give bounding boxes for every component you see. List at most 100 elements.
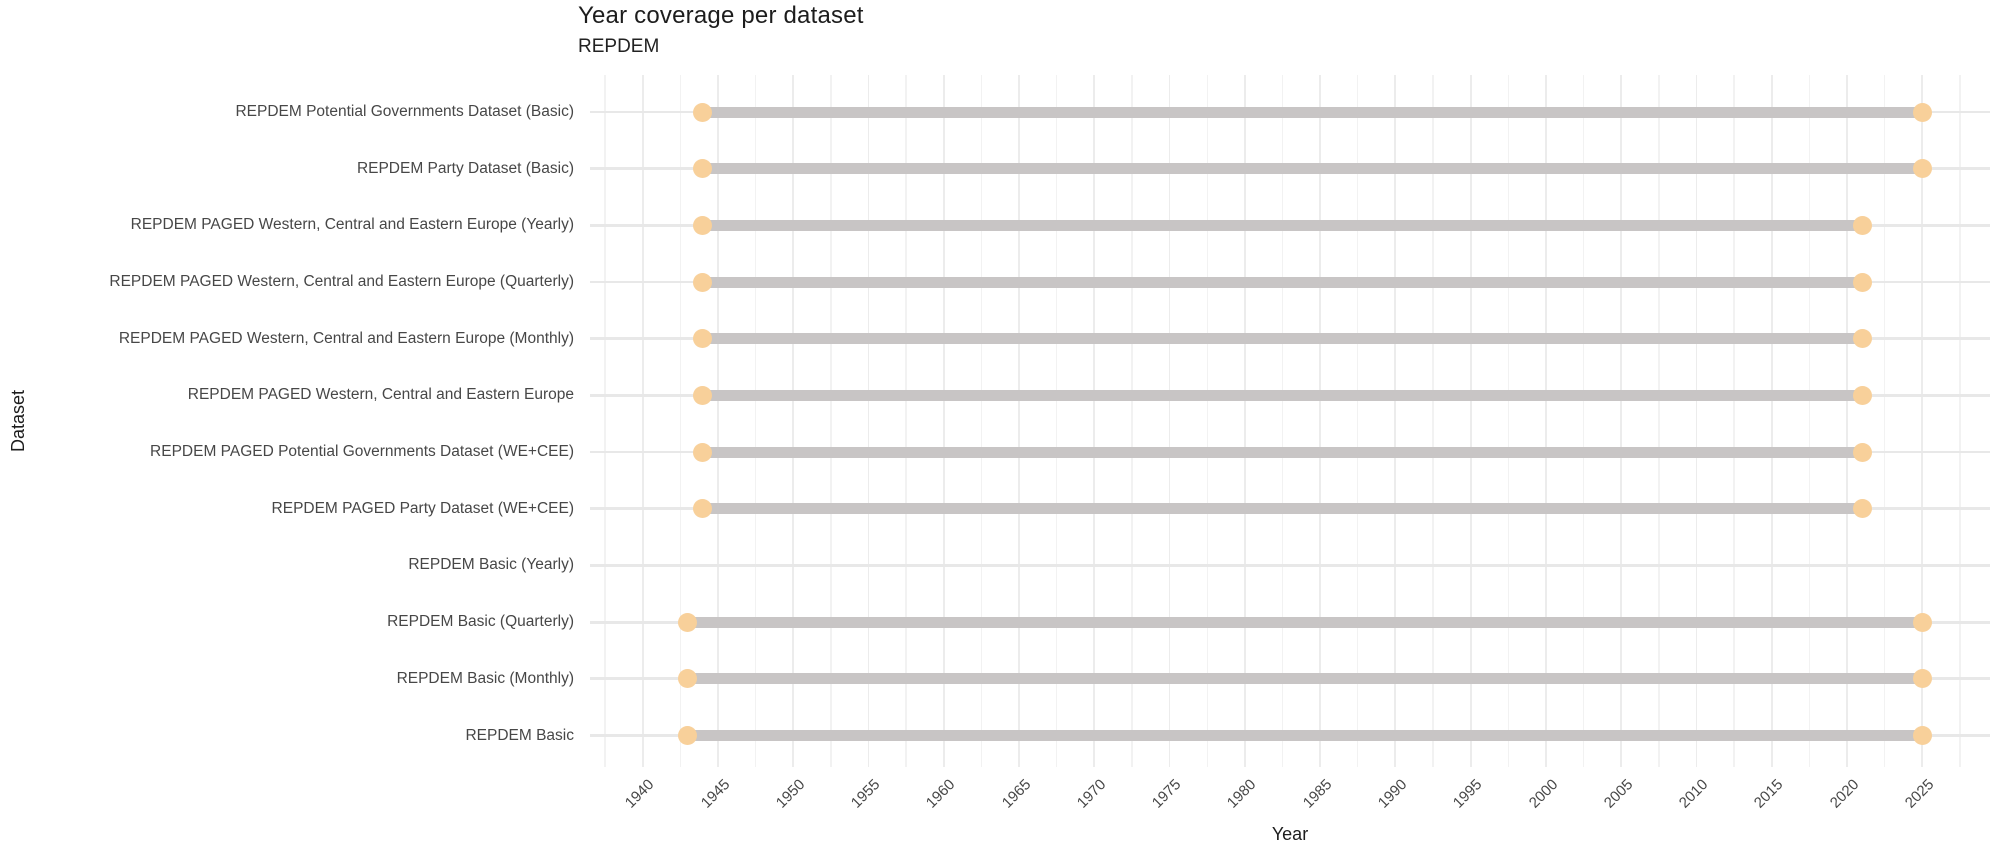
x-tick-label: 1990 bbox=[1374, 776, 1411, 812]
gridline-x-minor bbox=[679, 75, 681, 767]
y-axis-label: REPDEM Basic (Yearly) bbox=[408, 556, 574, 574]
gridline-x-major bbox=[1770, 75, 1773, 767]
range-dot-end bbox=[1852, 385, 1872, 405]
x-tick-label: 2010 bbox=[1675, 776, 1712, 812]
x-tick-label: 2000 bbox=[1525, 776, 1561, 812]
gridline-x-minor bbox=[980, 75, 983, 767]
gridline-x-minor bbox=[1883, 75, 1886, 767]
gridline-x-major bbox=[1695, 75, 1698, 767]
range-dot-end bbox=[1912, 669, 1932, 689]
x-tick-label: 1940 bbox=[622, 776, 658, 812]
x-tick-label: 2025 bbox=[1901, 776, 1938, 812]
range-bar bbox=[702, 163, 1923, 175]
y-axis-label: REPDEM PAGED Potential Governments Datas… bbox=[150, 443, 574, 461]
y-axis-title: Dataset bbox=[8, 389, 28, 453]
x-tick-label: 2020 bbox=[1826, 776, 1863, 812]
gridline-x-major bbox=[1243, 75, 1246, 767]
gridline-x-minor bbox=[1582, 75, 1585, 767]
gridline-x-major bbox=[1093, 75, 1096, 767]
range-dot-start bbox=[693, 272, 713, 292]
y-axis-label: REPDEM Party Dataset (Basic) bbox=[356, 159, 574, 177]
gridline-x-major bbox=[1545, 75, 1547, 767]
range-bar bbox=[702, 106, 1923, 118]
range-bar bbox=[687, 616, 1923, 628]
chart-title: Year coverage per dataset bbox=[578, 2, 864, 29]
gridline-x-minor bbox=[1131, 75, 1133, 767]
range-dot-end bbox=[1852, 499, 1872, 519]
gridline-x-minor bbox=[1733, 75, 1735, 767]
gridline-x-major bbox=[1469, 75, 1472, 767]
x-tick-label: 1970 bbox=[1073, 776, 1110, 812]
range-bar bbox=[702, 503, 1863, 515]
x-tick-label: 2015 bbox=[1751, 776, 1787, 812]
gridline-x-minor bbox=[1206, 75, 1208, 767]
gridline-x-major bbox=[1921, 75, 1924, 767]
range-dot-start bbox=[693, 159, 713, 179]
chart-subtitle: REPDEM bbox=[578, 36, 660, 57]
x-axis-title: Year bbox=[1271, 824, 1309, 844]
range-dot-end bbox=[1912, 159, 1932, 179]
x-tick-label: 1995 bbox=[1450, 776, 1486, 812]
range-bar bbox=[687, 673, 1923, 685]
y-axis-label: REPDEM Potential Governments Dataset (Ba… bbox=[235, 103, 574, 120]
gridline-x-minor bbox=[1808, 75, 1811, 767]
range-bar bbox=[702, 389, 1863, 401]
y-axis-label: REPDEM Basic bbox=[465, 726, 574, 744]
range-dot-start bbox=[693, 102, 713, 122]
gridline-x-major bbox=[867, 75, 870, 767]
gridline-x-minor bbox=[830, 75, 832, 767]
gridline-x-minor bbox=[1281, 75, 1284, 767]
range-dot-start bbox=[678, 669, 698, 689]
gridline-x-major bbox=[1394, 75, 1397, 767]
x-tick-label: 1950 bbox=[772, 776, 809, 812]
x-tick-label: 1945 bbox=[697, 776, 733, 812]
x-tick-label: 1980 bbox=[1224, 776, 1260, 812]
gridline-x-major bbox=[1168, 75, 1171, 767]
range-dot-end bbox=[1852, 215, 1872, 235]
gridline-x-major bbox=[942, 75, 945, 767]
range-bar bbox=[702, 446, 1863, 458]
gridline-x-minor bbox=[1658, 75, 1660, 767]
range-dot-start bbox=[678, 726, 698, 745]
gridline-x-minor bbox=[1357, 75, 1359, 767]
gridline-x-major bbox=[792, 75, 795, 767]
gridline-x-major bbox=[717, 75, 719, 767]
range-dot-end bbox=[1912, 726, 1932, 745]
range-dot-start bbox=[693, 329, 713, 349]
y-axis-label: REPDEM PAGED Western, Central and Easter… bbox=[109, 273, 574, 291]
gridline-x-minor bbox=[1055, 75, 1058, 767]
range-dot-start bbox=[693, 499, 713, 519]
range-bar bbox=[702, 333, 1863, 345]
gridline-x-major bbox=[641, 75, 644, 767]
range-dot-end bbox=[1852, 272, 1872, 292]
gridline-x-major bbox=[1319, 75, 1321, 767]
x-tick-label: 2005 bbox=[1600, 776, 1637, 812]
range-dot-start bbox=[693, 215, 713, 235]
gridline-x-minor bbox=[905, 75, 907, 767]
x-tick-label: 1955 bbox=[847, 776, 884, 812]
y-axis-label: REPDEM PAGED Party Dataset (WE+CEE) bbox=[271, 499, 574, 517]
gridline-x-minor bbox=[1507, 75, 1509, 767]
range-dot-start bbox=[693, 442, 713, 462]
gridline-x-minor bbox=[1959, 75, 1961, 767]
range-dot-start bbox=[678, 612, 698, 632]
range-dot-start bbox=[693, 385, 713, 405]
gridline-x-major bbox=[1018, 75, 1020, 767]
range-dot-end bbox=[1852, 442, 1872, 462]
range-dot-end bbox=[1912, 102, 1932, 122]
x-tick-label: 1965 bbox=[998, 776, 1035, 812]
range-bar bbox=[687, 730, 1923, 741]
range-bar bbox=[702, 276, 1863, 288]
gridline-x-minor bbox=[1432, 75, 1434, 767]
y-axis-label: REPDEM Basic (Quarterly) bbox=[387, 613, 574, 631]
gridline-x-minor bbox=[604, 75, 606, 767]
y-axis-label: REPDEM PAGED Western, Central and Easter… bbox=[130, 216, 574, 234]
x-tick-label: 1960 bbox=[923, 776, 959, 812]
y-axis-label: REPDEM PAGED Western, Central and Easter… bbox=[187, 386, 574, 404]
gridline-x-major bbox=[1846, 75, 1848, 767]
gridline-x-minor bbox=[754, 75, 757, 767]
x-tick-label: 1985 bbox=[1299, 776, 1336, 812]
x-tick-label: 1975 bbox=[1148, 776, 1185, 812]
gridline-y bbox=[590, 564, 1990, 567]
